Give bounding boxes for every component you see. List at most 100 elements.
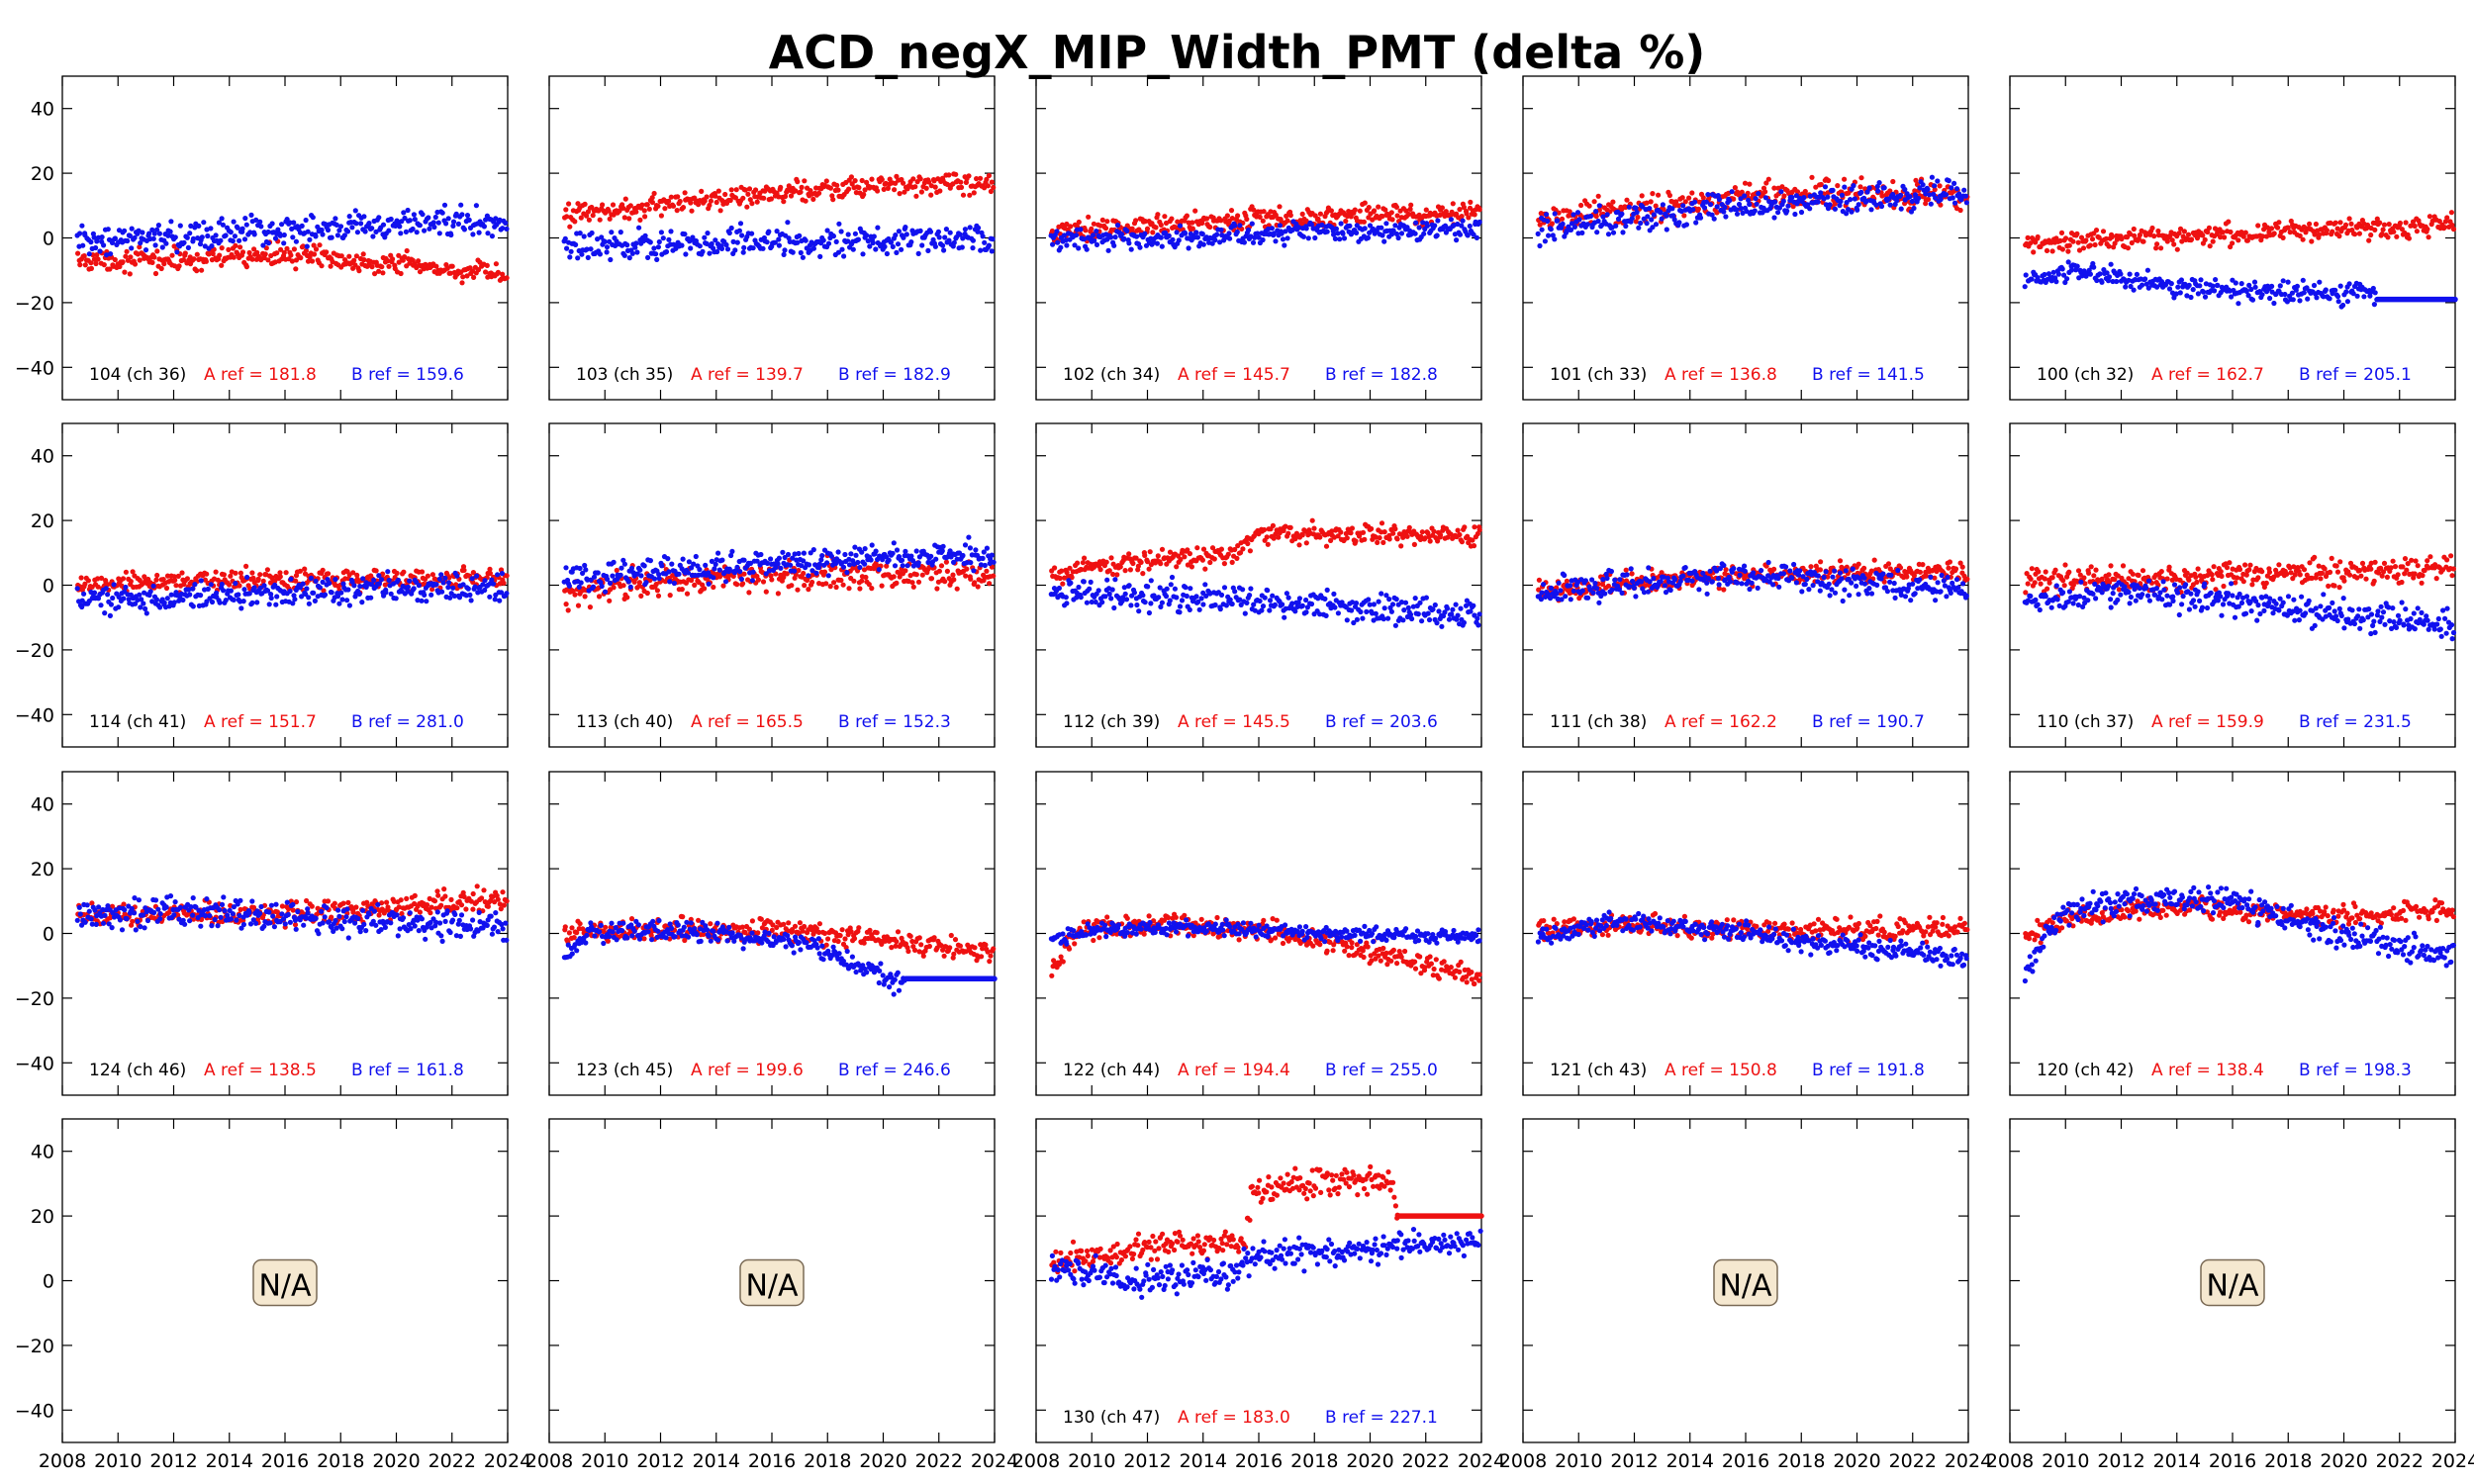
data-point <box>481 224 487 230</box>
data-point <box>991 559 997 565</box>
data-point <box>825 573 831 579</box>
data-point <box>1080 560 1086 566</box>
data-point <box>797 232 803 238</box>
data-point <box>1413 220 1419 226</box>
data-point <box>2366 237 2372 243</box>
data-point <box>764 239 770 245</box>
data-point <box>788 562 794 568</box>
data-point <box>895 241 902 247</box>
data-point <box>935 229 942 234</box>
data-point <box>707 202 713 209</box>
data-point <box>102 610 108 616</box>
data-point <box>116 604 122 610</box>
data-point <box>329 234 334 240</box>
data-point <box>1722 204 1728 211</box>
data-point <box>737 221 744 227</box>
a-ref-label: A ref = 162.7 <box>2151 365 2264 385</box>
figure-title: ACD_negX_MIP_Width_PMT (delta %) <box>768 26 1706 79</box>
data-point <box>867 243 873 249</box>
data-point <box>504 573 510 579</box>
data-point <box>755 577 762 583</box>
data-point <box>2352 232 2358 237</box>
data-point <box>80 242 86 248</box>
data-point <box>951 239 957 245</box>
data-point <box>242 216 248 222</box>
data-point <box>198 578 204 584</box>
panel-102: 102 (ch 34) A ref = 145.7 B ref = 182.8 <box>1035 75 1482 401</box>
data-point <box>356 268 362 274</box>
data-point <box>2175 284 2181 290</box>
data-point <box>669 561 675 567</box>
data-point <box>1299 211 1305 217</box>
data-point <box>943 227 950 232</box>
panel-103: 103 (ch 35) A ref = 139.7 B ref = 182.9 <box>548 75 997 401</box>
data-point <box>620 583 626 589</box>
data-point <box>182 250 188 256</box>
data-point <box>717 208 723 214</box>
data-point <box>795 179 801 185</box>
data-point <box>1439 205 1445 211</box>
data-point <box>241 236 248 242</box>
data-point <box>228 588 234 594</box>
data-point <box>108 602 114 607</box>
data-point <box>772 239 778 245</box>
data-point <box>501 580 507 587</box>
data-point <box>1424 223 1430 229</box>
data-point <box>2171 241 2177 247</box>
b-ref-label: B ref = 159.6 <box>351 365 464 385</box>
panel-frame <box>548 422 996 748</box>
b-ref-label: B ref = 182.8 <box>1325 365 1438 385</box>
data-point <box>1170 236 1176 242</box>
data-point <box>958 179 964 185</box>
data-point <box>450 223 456 229</box>
data-point <box>816 190 822 196</box>
data-point <box>2151 233 2157 239</box>
data-point <box>1881 185 1887 191</box>
data-point <box>1604 212 1610 218</box>
data-point <box>620 205 626 211</box>
data-point <box>2249 297 2256 303</box>
data-point <box>610 573 616 579</box>
data-point <box>726 230 732 236</box>
data-point <box>682 232 688 237</box>
data-point <box>566 583 573 589</box>
data-point <box>828 553 835 559</box>
data-point <box>1303 226 1309 232</box>
data-point <box>376 215 382 221</box>
data-point <box>894 580 900 587</box>
data-point <box>577 565 583 572</box>
data-point <box>1182 231 1189 236</box>
data-point <box>2053 279 2059 285</box>
data-point <box>1658 210 1664 216</box>
data-point <box>2134 271 2140 277</box>
a-ref-label: A ref = 181.8 <box>204 365 317 385</box>
data-point <box>398 231 404 236</box>
data-point <box>1574 210 1581 216</box>
data-point <box>129 245 135 251</box>
data-point <box>2212 288 2218 294</box>
data-point <box>785 551 792 558</box>
data-point <box>833 238 839 244</box>
data-point <box>1166 232 1172 238</box>
data-point <box>1249 221 1255 227</box>
data-point <box>918 189 925 195</box>
data-point <box>750 569 756 575</box>
data-point <box>798 249 804 256</box>
data-point <box>201 220 207 226</box>
data-point <box>79 223 85 229</box>
data-point <box>708 198 714 204</box>
data-point <box>1780 198 1786 204</box>
data-point <box>845 232 851 237</box>
data-point <box>1105 247 1111 253</box>
data-point <box>798 189 804 195</box>
data-point <box>848 551 854 557</box>
data-point <box>842 551 848 558</box>
data-point <box>386 228 392 233</box>
data-point <box>2282 291 2288 298</box>
data-point <box>1241 239 1247 245</box>
data-point <box>137 244 143 250</box>
data-point <box>957 232 963 237</box>
data-point <box>1838 198 1844 205</box>
data-point <box>1953 186 1960 192</box>
data-point <box>680 205 687 211</box>
